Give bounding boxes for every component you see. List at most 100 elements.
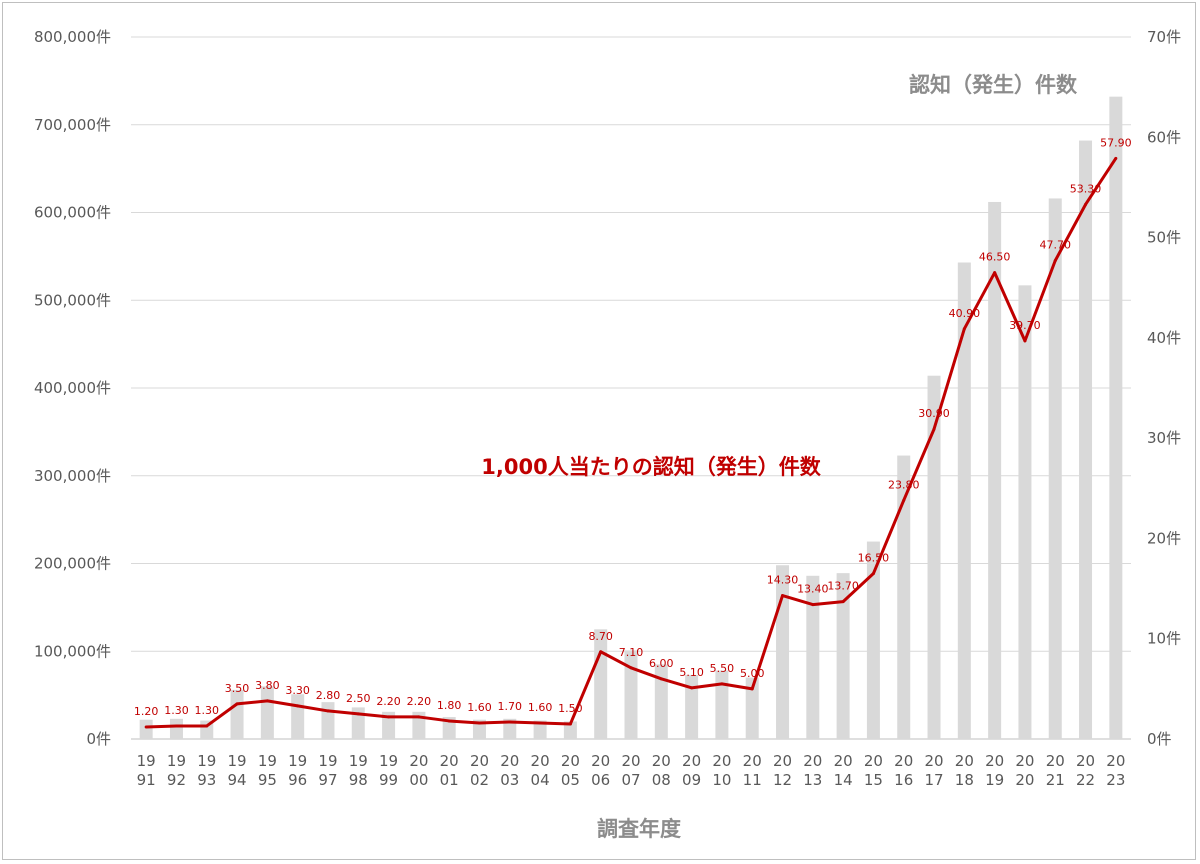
left-tick-label: 300,000件 — [34, 467, 111, 485]
x-axis-title: 調査年度 — [597, 817, 681, 841]
line-series — [144, 156, 1118, 729]
line-point-2022 — [1084, 202, 1088, 206]
x-tick-label-2003: 20 03 — [500, 752, 519, 789]
bar-2017 — [927, 375, 941, 739]
line-point-2015 — [871, 572, 875, 576]
data-label-2010: 5.50 — [710, 662, 735, 675]
bar-2004 — [533, 720, 547, 739]
data-label-1996: 3.30 — [285, 684, 310, 697]
line-point-2013 — [811, 603, 815, 607]
bar-2013 — [806, 575, 820, 739]
bar-2003 — [503, 718, 517, 739]
data-label-1994: 3.50 — [225, 682, 250, 695]
bar-2011 — [745, 677, 759, 739]
line-point-1992 — [174, 724, 178, 728]
left-tick-label: 400,000件 — [34, 379, 111, 397]
x-tick-label-2016: 20 16 — [894, 752, 913, 789]
data-label-2001: 1.80 — [437, 699, 462, 712]
data-label-2007: 7.10 — [619, 646, 644, 659]
line-point-2001 — [447, 719, 451, 723]
right-tick-label: 50件 — [1147, 229, 1181, 247]
x-tick-label-2000: 20 00 — [409, 752, 428, 789]
x-tick-label-2022: 20 22 — [1076, 752, 1095, 789]
x-tick-label-1999: 19 99 — [379, 752, 398, 789]
data-label-2022: 53.30 — [1070, 182, 1102, 195]
data-label-2008: 6.00 — [649, 657, 674, 670]
left-tick-label: 200,000件 — [34, 555, 111, 573]
x-tick-label-2017: 20 17 — [924, 752, 943, 789]
x-axis-ticks: 19 91 19 92 19 93 19 94 19 95 19 96 19 97 19 98 19 99 20 00… — [137, 752, 1126, 789]
data-label-2006: 8.70 — [588, 630, 613, 643]
line-point-1995 — [265, 699, 269, 703]
bar-2023 — [1109, 96, 1123, 740]
bar-1996 — [291, 694, 305, 739]
line-point-2002 — [477, 721, 481, 725]
x-tick-label-2004: 20 04 — [531, 752, 550, 789]
x-tick-label-2018: 20 18 — [955, 752, 974, 789]
line-point-2006 — [599, 650, 603, 654]
x-tick-label-1994: 19 94 — [228, 752, 247, 789]
left-tick-label: 100,000件 — [34, 642, 111, 660]
right-tick-label: 10件 — [1147, 630, 1181, 648]
data-label-1998: 2.50 — [346, 692, 371, 705]
data-label-2017: 30.90 — [918, 407, 950, 420]
bar-1999 — [382, 711, 396, 739]
bar-1997 — [321, 702, 335, 739]
bar-2018 — [957, 262, 971, 739]
line-point-2018 — [962, 327, 966, 331]
bar-2008 — [654, 664, 668, 739]
data-label-2013: 13.40 — [797, 583, 829, 596]
data-label-2003: 1.70 — [498, 700, 523, 713]
line-point-2021 — [1053, 259, 1057, 263]
right-tick-label: 40件 — [1147, 329, 1181, 347]
x-tick-label-1991: 19 91 — [137, 752, 156, 789]
data-label-2016: 23.80 — [888, 478, 920, 491]
data-label-1997: 2.80 — [316, 689, 341, 702]
x-tick-label-1995: 19 95 — [258, 752, 277, 789]
data-label-1992: 1.30 — [164, 704, 189, 717]
line-point-2012 — [781, 594, 785, 598]
bar-1994 — [230, 689, 244, 739]
line-point-2011 — [750, 687, 754, 691]
bar-2002 — [472, 719, 486, 739]
line-series-title: 1,000人当たりの認知（発生）件数 — [481, 455, 821, 479]
x-tick-label-2023: 20 23 — [1106, 752, 1125, 789]
left-tick-label: 0件 — [86, 730, 111, 748]
left-tick-label: 600,000件 — [34, 204, 111, 222]
data-label-2015: 16.50 — [858, 552, 890, 565]
data-label-2023: 57.90 — [1100, 136, 1132, 149]
line-data-labels: 1.20 1.30 1.30 3.50 3.80 3.30 2.80 2.50 2.20 2.20… — [134, 136, 1132, 718]
x-tick-label-1998: 19 98 — [349, 752, 368, 789]
bar-2005 — [563, 721, 577, 739]
left-tick-label: 800,000件 — [34, 28, 111, 46]
x-tick-label-2012: 20 12 — [773, 752, 792, 789]
bar-1991 — [139, 719, 153, 739]
bar-2006 — [594, 629, 608, 739]
line-point-2007 — [629, 666, 633, 670]
line-point-2004 — [538, 721, 542, 725]
bar-2009 — [685, 674, 699, 739]
x-tick-label-2013: 20 13 — [803, 752, 822, 789]
line-point-1998 — [356, 712, 360, 716]
data-label-1991: 1.20 — [134, 705, 159, 718]
bar-2010 — [715, 670, 729, 739]
bar-2021 — [1048, 198, 1062, 739]
x-tick-label-2014: 20 14 — [834, 752, 853, 789]
x-tick-label-2002: 20 02 — [470, 752, 489, 789]
data-label-1995: 3.80 — [255, 679, 280, 692]
x-tick-label-2009: 20 09 — [682, 752, 701, 789]
bar-1995 — [260, 686, 274, 739]
bar-series — [139, 96, 1123, 740]
data-label-2009: 5.10 — [679, 666, 704, 679]
line-point-1996 — [296, 704, 300, 708]
data-label-2020: 39.70 — [1009, 319, 1041, 332]
data-label-2004: 1.60 — [528, 701, 553, 714]
data-label-2018: 40.90 — [949, 307, 981, 320]
line-point-2019 — [993, 271, 997, 275]
chart-svg: 1.20 1.30 1.30 3.50 3.80 3.30 2.80 2.50 2.20 2.20… — [34, 28, 1181, 841]
x-tick-label-1997: 19 97 — [318, 752, 337, 789]
right-tick-label: 60件 — [1147, 128, 1181, 146]
x-tick-label-1992: 19 92 — [167, 752, 186, 789]
line-point-2014 — [841, 600, 845, 604]
line-point-2000 — [417, 715, 421, 719]
